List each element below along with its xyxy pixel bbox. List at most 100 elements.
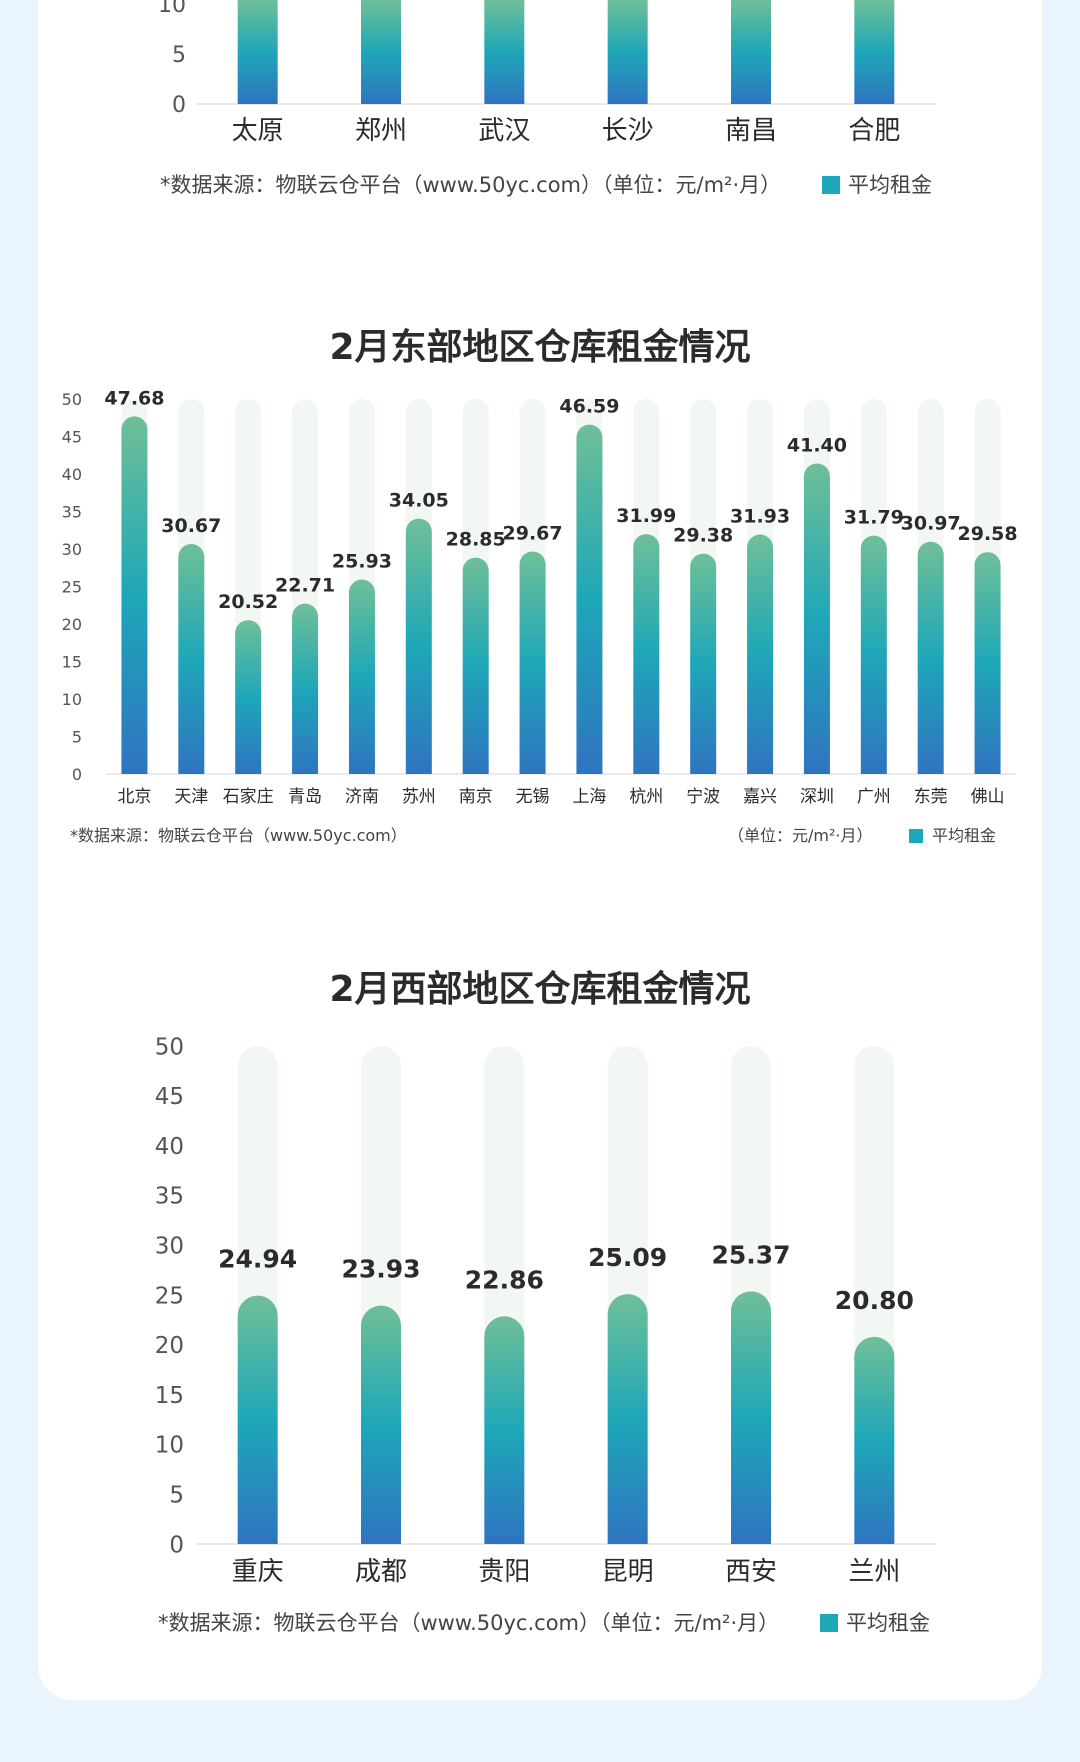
source-note: *数据来源：物联云仓平台（www.50yc.com） <box>70 826 407 845</box>
bar <box>854 0 895 104</box>
category-label: 广州 <box>857 787 891 807</box>
legend-swatch <box>909 829 923 843</box>
bar <box>860 535 887 774</box>
bar <box>405 518 432 774</box>
category-label: 石家庄 <box>223 787 274 807</box>
category-label: 天津 <box>174 787 208 807</box>
data-label: 22.86 <box>465 1265 544 1294</box>
y-tick-label: 10 <box>155 1433 184 1459</box>
y-tick-label: 0 <box>169 1532 184 1558</box>
legend-swatch <box>820 1614 838 1632</box>
bar <box>235 620 262 774</box>
y-tick-label: 25 <box>155 1283 184 1309</box>
bar <box>519 551 546 774</box>
data-label: 31.93 <box>730 506 790 528</box>
category-label: 昆明 <box>602 1557 654 1587</box>
data-label: 30.97 <box>901 513 961 535</box>
data-label: 25.37 <box>711 1240 790 1269</box>
category-label: 贵阳 <box>478 1557 530 1587</box>
bar <box>292 603 319 774</box>
y-tick-label: 30 <box>62 540 82 559</box>
bar <box>484 1316 525 1544</box>
legend-label: 平均租金 <box>846 1611 930 1635</box>
data-label: 28.85 <box>446 529 506 551</box>
bar <box>917 541 944 774</box>
bar <box>607 0 648 104</box>
y-tick-label: 35 <box>155 1184 184 1210</box>
bar <box>361 1305 402 1544</box>
data-label: 29.38 <box>673 525 733 547</box>
central-bar-chart: 0 5 10 太原 郑州 武汉 长沙 南昌 合肥 *数据来源：物联云仓平台（www.50yc.co… <box>158 0 936 197</box>
data-label: 20.80 <box>835 1286 914 1315</box>
category-label: 苏州 <box>402 787 436 807</box>
bar <box>121 416 148 774</box>
data-label: 29.58 <box>958 523 1018 545</box>
y-tick-label: 35 <box>62 502 82 521</box>
y-tick-label: 10 <box>62 690 82 709</box>
y-tick-label: 0 <box>72 765 82 784</box>
y-tick-label: 15 <box>62 652 82 671</box>
y-tick-label: 30 <box>155 1233 184 1259</box>
data-label: 25.93 <box>332 551 392 573</box>
category-label: 太原 <box>232 116 284 146</box>
category-label: 上海 <box>572 787 606 807</box>
category-label: 成都 <box>355 1557 407 1587</box>
east-chart-title: 2月东部地区仓库租金情况 <box>329 327 751 368</box>
y-tick-label: 15 <box>155 1383 184 1409</box>
legend-label: 平均租金 <box>848 173 932 197</box>
category-label: 济南 <box>345 787 379 807</box>
category-label: 重庆 <box>232 1557 284 1587</box>
bar <box>348 579 375 774</box>
category-label: 东莞 <box>914 787 948 807</box>
data-label: 31.79 <box>844 507 904 529</box>
category-label: 南昌 <box>725 116 777 146</box>
bar <box>854 1336 895 1544</box>
data-label: 23.93 <box>341 1255 420 1284</box>
bar <box>747 534 774 774</box>
category-label: 宁波 <box>686 787 720 807</box>
data-label: 34.05 <box>389 490 449 512</box>
category-label: 西安 <box>725 1557 777 1587</box>
y-tick-label: 20 <box>62 615 82 634</box>
bar <box>633 534 660 774</box>
data-label: 31.99 <box>616 505 676 527</box>
data-label: 29.67 <box>503 522 563 544</box>
category-label: 深圳 <box>800 787 834 807</box>
bar <box>576 424 603 774</box>
east-bar-chart: 0 5 10 15 20 25 30 35 40 45 50 47.68 北京 30.67 天津 20.52 石… <box>62 387 1018 845</box>
category-label: 南京 <box>459 787 493 807</box>
category-label: 郑州 <box>355 116 407 146</box>
y-tick-label: 10 <box>158 0 186 18</box>
y-tick-label: 45 <box>155 1084 184 1110</box>
bar <box>803 463 830 774</box>
category-label: 杭州 <box>629 787 663 807</box>
category-label: 北京 <box>117 787 151 807</box>
y-tick-label: 45 <box>62 427 82 446</box>
bar <box>178 543 205 774</box>
legend-label: 平均租金 <box>932 826 996 845</box>
category-label: 无锡 <box>516 787 550 807</box>
bar <box>462 557 489 774</box>
y-tick-label: 40 <box>62 465 82 484</box>
data-label: 46.59 <box>559 396 619 418</box>
bar <box>731 1291 771 1544</box>
bar <box>484 0 525 104</box>
unit-note: （单位：元/m²·月） <box>728 826 872 845</box>
category-label: 合肥 <box>848 116 900 146</box>
source-note: *数据来源：物联云仓平台（www.50yc.com）（单位：元/m²·月） <box>158 1611 779 1635</box>
y-tick-label: 25 <box>62 577 82 596</box>
category-label: 长沙 <box>602 116 654 146</box>
y-tick-label: 50 <box>62 390 82 409</box>
category-label: 兰州 <box>848 1557 900 1587</box>
bar <box>237 0 278 104</box>
data-label: 30.67 <box>161 515 221 537</box>
bar <box>237 1295 278 1544</box>
source-note: *数据来源：物联云仓平台（www.50yc.com）（单位：元/m²·月） <box>160 173 781 197</box>
bar <box>361 0 401 104</box>
category-label: 青岛 <box>288 787 322 807</box>
y-tick-label: 0 <box>172 93 186 118</box>
category-label: 武汉 <box>478 116 530 146</box>
data-label: 22.71 <box>275 575 335 597</box>
y-tick-label: 50 <box>155 1034 184 1060</box>
